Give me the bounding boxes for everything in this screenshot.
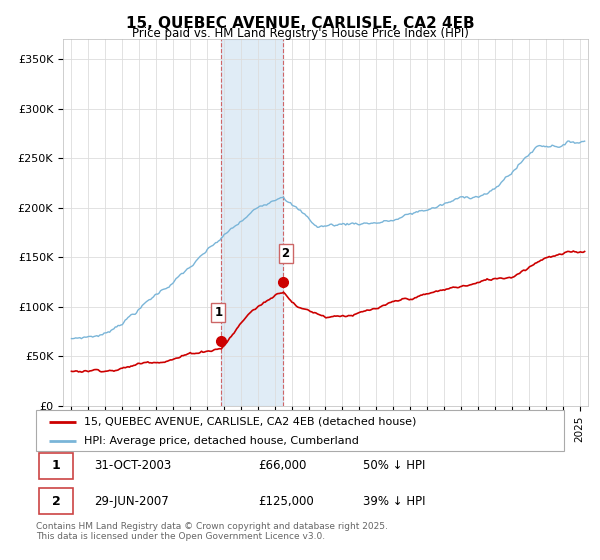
Text: Price paid vs. HM Land Registry's House Price Index (HPI): Price paid vs. HM Land Registry's House … <box>131 27 469 40</box>
Text: £66,000: £66,000 <box>258 459 306 472</box>
Text: 1: 1 <box>214 306 223 319</box>
Text: 50% ↓ HPI: 50% ↓ HPI <box>364 459 426 472</box>
Text: 39% ↓ HPI: 39% ↓ HPI <box>364 494 426 508</box>
Text: 1: 1 <box>52 459 61 472</box>
Text: £125,000: £125,000 <box>258 494 314 508</box>
FancyBboxPatch shape <box>38 488 73 514</box>
Text: HPI: Average price, detached house, Cumberland: HPI: Average price, detached house, Cumb… <box>83 436 358 446</box>
FancyBboxPatch shape <box>36 410 564 451</box>
Text: 15, QUEBEC AVENUE, CARLISLE, CA2 4EB: 15, QUEBEC AVENUE, CARLISLE, CA2 4EB <box>125 16 475 31</box>
Bar <box>221 39 283 406</box>
Text: 2: 2 <box>52 494 61 508</box>
Text: Contains HM Land Registry data © Crown copyright and database right 2025.
This d: Contains HM Land Registry data © Crown c… <box>36 522 388 542</box>
Text: 29-JUN-2007: 29-JUN-2007 <box>94 494 169 508</box>
Text: 31-OCT-2003: 31-OCT-2003 <box>94 459 172 472</box>
FancyBboxPatch shape <box>38 453 73 479</box>
Text: 15, QUEBEC AVENUE, CARLISLE, CA2 4EB (detached house): 15, QUEBEC AVENUE, CARLISLE, CA2 4EB (de… <box>83 417 416 427</box>
Text: 2: 2 <box>281 248 290 260</box>
